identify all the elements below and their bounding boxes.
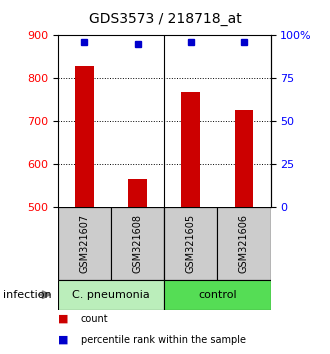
- Text: control: control: [198, 290, 237, 300]
- Bar: [217, 207, 271, 280]
- Bar: [75, 66, 94, 207]
- Bar: [164, 207, 217, 280]
- Text: GDS3573 / 218718_at: GDS3573 / 218718_at: [89, 12, 241, 27]
- Text: GSM321605: GSM321605: [186, 214, 196, 273]
- Text: GSM321607: GSM321607: [79, 214, 89, 273]
- Bar: [182, 92, 200, 207]
- Text: ■: ■: [58, 314, 68, 324]
- Text: C. pneumonia: C. pneumonia: [72, 290, 150, 300]
- Bar: [164, 280, 271, 310]
- Bar: [111, 207, 164, 280]
- Text: GSM321606: GSM321606: [239, 214, 249, 273]
- Text: infection: infection: [3, 290, 52, 300]
- Bar: [235, 110, 253, 207]
- Bar: [58, 207, 111, 280]
- Text: ■: ■: [58, 335, 68, 345]
- Bar: [58, 280, 164, 310]
- Text: percentile rank within the sample: percentile rank within the sample: [81, 335, 246, 345]
- Bar: [128, 179, 147, 207]
- Text: count: count: [81, 314, 109, 324]
- Text: GSM321608: GSM321608: [133, 214, 143, 273]
